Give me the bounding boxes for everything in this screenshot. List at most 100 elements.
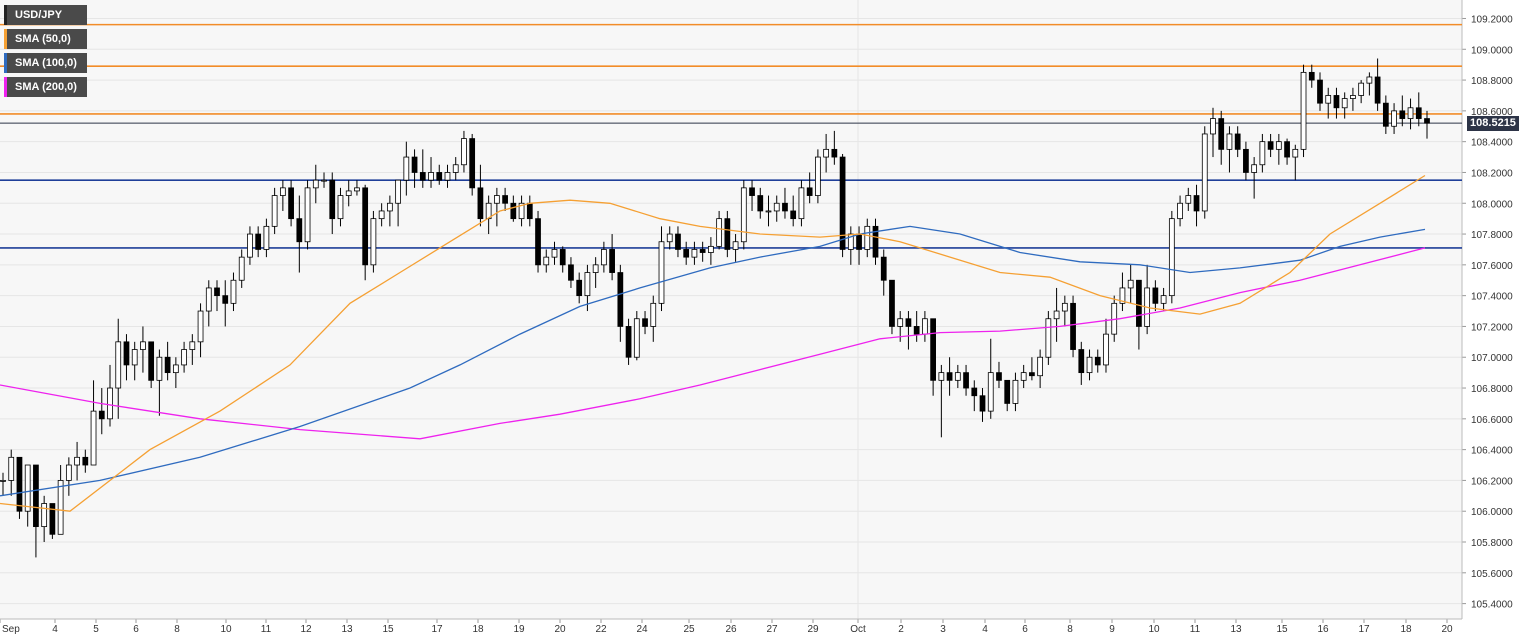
candle-body	[946, 372, 953, 381]
candle-body	[494, 195, 500, 204]
candle-body	[1004, 379, 1011, 404]
y-tick-label: 106.8000	[1471, 384, 1513, 395]
candle-body	[773, 202, 780, 212]
candle-body	[1382, 102, 1389, 127]
x-tick-label: 3	[940, 624, 946, 635]
legend: USD/JPY SMA (50,0) SMA (100,0) SMA (200,…	[4, 5, 87, 101]
candle-body	[16, 456, 23, 512]
candle-body	[1350, 95, 1356, 99]
candle-body	[411, 156, 418, 173]
candle-body	[1284, 141, 1290, 158]
y-tick-label: 106.0000	[1471, 507, 1513, 518]
candle-body	[329, 179, 336, 220]
candle-body	[526, 202, 533, 220]
x-tick-label: 15	[1276, 624, 1288, 635]
candle-body	[345, 190, 352, 196]
x-tick-label: Oct	[850, 624, 866, 635]
candle-body	[1086, 356, 1093, 374]
candle-body	[205, 287, 212, 312]
x-tick-label: 5	[93, 624, 99, 635]
x-tick-label: 8	[1067, 624, 1073, 635]
candle-body	[1020, 372, 1027, 381]
candle-body	[1177, 202, 1183, 220]
candle-body	[1424, 118, 1430, 124]
x-tick-label: 2	[898, 624, 904, 635]
candle-body	[1037, 356, 1044, 377]
candle-body	[189, 341, 196, 350]
candle-body	[543, 256, 550, 266]
x-tick-label: 17	[1358, 624, 1370, 635]
legend-item-sma50[interactable]: SMA (50,0)	[4, 29, 87, 49]
x-tick-label: 26	[725, 624, 737, 635]
candle-body	[757, 195, 764, 212]
candle-body	[247, 233, 253, 258]
y-tick-label: 107.6000	[1471, 261, 1513, 272]
candle-body	[683, 249, 690, 258]
candle-body	[1415, 107, 1422, 119]
x-tick-label: 4	[982, 624, 988, 635]
candle-body	[502, 195, 508, 204]
plot-area	[0, 0, 1462, 619]
candle-body	[954, 372, 961, 381]
y-tick-label: 107.0000	[1471, 353, 1513, 364]
legend-label-sma200: SMA (200,0)	[15, 81, 77, 93]
y-tick-label: 105.4000	[1471, 600, 1513, 611]
candle-body	[148, 341, 155, 381]
candle-body	[263, 225, 270, 250]
candle-body	[716, 218, 722, 247]
candle-body	[551, 249, 558, 258]
legend-item-usdjpy[interactable]: USD/JPY	[4, 5, 87, 25]
y-tick-label: 107.8000	[1471, 230, 1513, 241]
candle-body	[444, 172, 451, 181]
candle-body	[98, 410, 105, 420]
sma50-line	[0, 174, 1426, 512]
candle-body	[1127, 279, 1134, 289]
candle-body	[1168, 218, 1175, 297]
candle-body	[1226, 133, 1233, 150]
candle-body	[469, 138, 476, 189]
candle-body	[1152, 287, 1159, 304]
candle-body	[461, 138, 467, 166]
candle-body	[1325, 95, 1332, 104]
candle-body	[403, 156, 410, 181]
candle-body	[238, 256, 245, 281]
candle-body	[1407, 107, 1414, 119]
candle-body	[1160, 295, 1167, 304]
candle-body	[979, 395, 986, 412]
candle-body	[337, 195, 344, 220]
candle-body	[1185, 195, 1192, 204]
candle-body	[790, 210, 797, 220]
candle-body	[419, 172, 426, 181]
candle-body	[378, 210, 385, 220]
candle-body	[1341, 98, 1348, 109]
candle-body	[57, 480, 64, 535]
legend-item-sma100[interactable]: SMA (100,0)	[4, 53, 87, 73]
candle-body	[864, 225, 871, 250]
candle-body	[782, 202, 788, 212]
candle-body	[658, 241, 665, 304]
candle-body	[601, 249, 607, 266]
candle-body	[222, 295, 229, 304]
x-tick-label: 20	[1441, 624, 1453, 635]
x-tick-label: 25	[683, 624, 695, 635]
legend-item-sma200[interactable]: SMA (200,0)	[4, 77, 87, 97]
candle-body	[1136, 279, 1142, 327]
candle-body	[880, 256, 887, 281]
candle-body	[1374, 76, 1381, 104]
candle-body	[642, 318, 648, 327]
candle-body	[1103, 333, 1109, 366]
candle-body	[140, 341, 146, 350]
candle-body	[131, 349, 138, 366]
candle-body	[691, 249, 698, 258]
legend-swatch-sma200	[4, 77, 7, 97]
y-tick-label: 106.4000	[1471, 446, 1513, 457]
candle-body	[1267, 141, 1274, 150]
candle-body	[1243, 148, 1249, 173]
candle-body	[41, 503, 48, 528]
candle-body	[1292, 148, 1299, 158]
y-tick-label: 108.6000	[1471, 107, 1513, 118]
legend-swatch-sma50	[4, 29, 7, 49]
candle-body	[428, 172, 434, 181]
x-tick-label: 8	[174, 624, 180, 635]
candle-body	[1193, 195, 1200, 212]
